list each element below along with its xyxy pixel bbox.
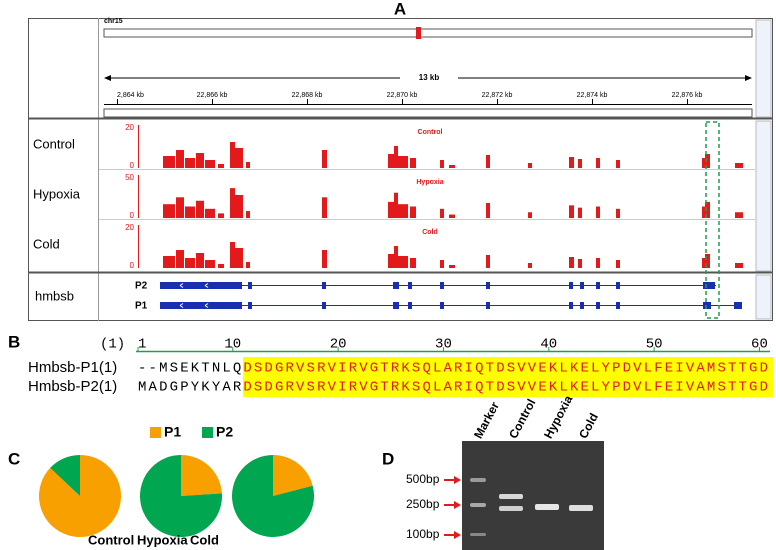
lane-label: Hypoxia [541, 393, 575, 441]
ruler-tick-label: 2,864 kb [117, 92, 144, 99]
ruler-tick-label: 20 [330, 337, 347, 353]
isoform-label: P2 [135, 281, 148, 292]
legend-swatch [202, 427, 213, 438]
track-title: Hypoxia [416, 179, 443, 186]
sequence-name: Hmbsb-P1(1) [28, 359, 117, 376]
lane-label: Marker [471, 399, 502, 441]
ruler-tick-label: 22,874 kb [577, 92, 608, 99]
gene-model [160, 282, 742, 309]
size-marker: 100bp [406, 527, 440, 541]
chromosome: chr15 [104, 18, 123, 25]
ruler-tick-label: 60 [751, 337, 768, 353]
track-range-max: 50 [125, 173, 134, 182]
marker-arrowhead [454, 531, 461, 539]
panel-label: D [382, 449, 394, 468]
legend-swatch [150, 427, 161, 438]
scrollbar[interactable] [755, 19, 772, 118]
ruler-start: (1) [100, 337, 125, 353]
pie-slice [139, 455, 223, 538]
track-range-max: 20 [125, 123, 134, 132]
ruler-tick-label: 30 [435, 337, 452, 353]
size-marker: 500bp [406, 472, 440, 486]
ruler-tick-label: 1 [138, 337, 146, 353]
ruler-tick-label: 50 [646, 337, 663, 353]
ruler-tick-label: 22,866 kb [197, 92, 228, 99]
conserved-highlight [243, 357, 773, 397]
marker-arrowhead [454, 476, 461, 484]
pie-slice [231, 455, 314, 537]
ideogram [103, 28, 753, 38]
ruler-tick-label: 10 [224, 337, 241, 353]
span-label: 13 kb [419, 73, 440, 82]
ruler-tick-label: 22,870 kb [387, 92, 418, 99]
track-range-max: 20 [125, 223, 134, 232]
pie-slice [181, 455, 222, 496]
legend-label: P1 [164, 424, 181, 440]
ideogram-marker [416, 27, 421, 39]
pie-slice [50, 455, 80, 496]
track-name: Control [33, 136, 75, 151]
pie-label: Hypoxia [137, 532, 188, 547]
track-range-min: 0 [130, 211, 135, 220]
panel-label: B [8, 332, 20, 351]
gel [462, 441, 604, 550]
pie-label: Cold [190, 532, 219, 547]
lane-label: Control [506, 397, 538, 441]
panel-label: C [8, 449, 20, 468]
legend-label: P2 [216, 424, 233, 440]
track-range-min: 0 [130, 161, 135, 170]
gene-name: hmbsb [35, 288, 74, 303]
ruler-tick-label: 22,868 kb [292, 92, 323, 99]
ruler-tick-label: 22,876 kb [672, 92, 703, 99]
gel-bands [470, 478, 593, 536]
pie-slice [38, 455, 121, 537]
scrollbar[interactable] [755, 120, 772, 272]
size-marker: 250bp [406, 497, 440, 511]
track-name: Hypoxia [33, 186, 81, 201]
ruler-tick-label: 22,872 kb [482, 92, 513, 99]
sequence-unique: --MSEKTNLQ [138, 361, 241, 377]
marker-arrowhead [454, 501, 461, 509]
track-title: Cold [422, 229, 438, 236]
pie-slice [273, 455, 313, 496]
track-name: Cold [33, 236, 60, 251]
ruler-tick-label: 40 [540, 337, 557, 353]
track-title: Control [418, 129, 443, 136]
pie-label: Control [88, 532, 134, 547]
scrollbar[interactable] [755, 274, 772, 320]
region-bar [103, 108, 753, 118]
isoform-label: P1 [135, 301, 148, 312]
lane-label: Cold [576, 411, 601, 441]
sequence-name: Hmbsb-P2(1) [28, 378, 117, 395]
panel-label: A [394, 0, 406, 18]
sequence-unique: MADGPYKYAR [138, 380, 242, 396]
track-range-min: 0 [130, 261, 135, 270]
